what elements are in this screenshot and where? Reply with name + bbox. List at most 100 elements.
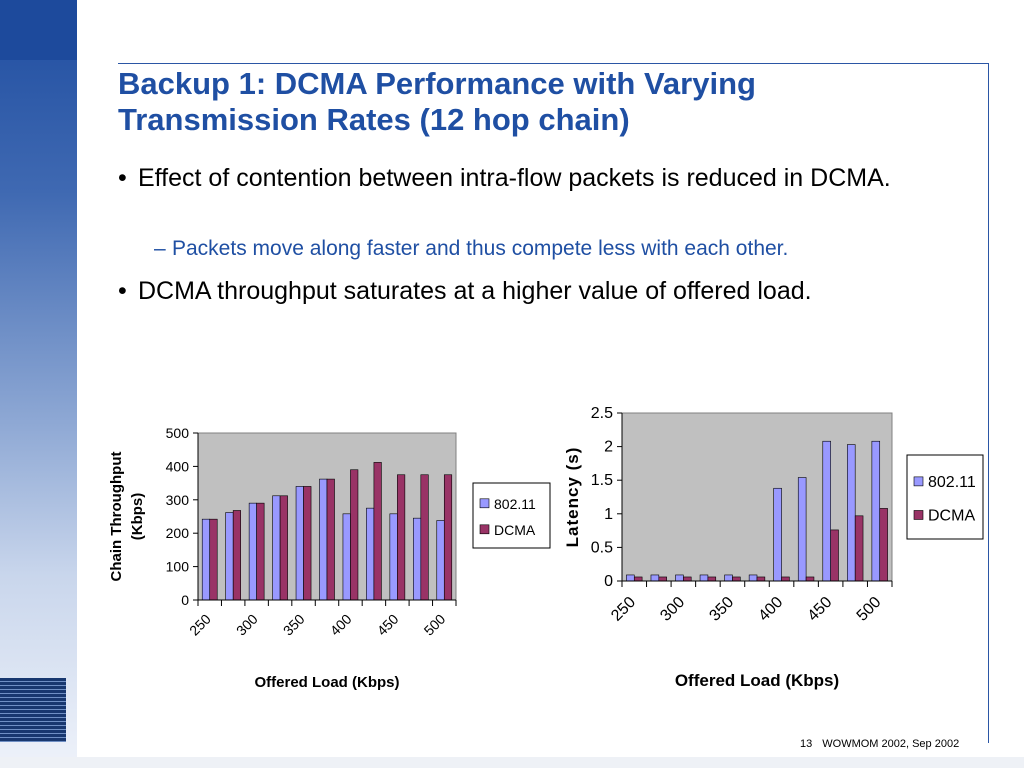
throughput-bar	[225, 512, 234, 601]
latency-legend-swatch	[913, 476, 924, 487]
latency-bar	[707, 576, 717, 582]
latency-x-tick-label: 350	[706, 594, 737, 625]
latency-bar	[830, 529, 839, 582]
throughput-x-tick-label: 300	[233, 611, 261, 639]
bullet-dot: •	[118, 164, 127, 192]
latency-bar	[847, 444, 856, 582]
latency-legend-label: 802.11	[928, 474, 976, 491]
side-bar-top-block	[0, 0, 77, 60]
latency-legend-swatch	[913, 510, 924, 520]
latency-bar	[683, 576, 692, 582]
latency-y-tick-label: 0	[604, 573, 613, 590]
latency-chart: 0 0.5 1 1.5 2 2.5 250 300 350 400 450 500 Offered Lo…	[563, 405, 984, 690]
latency-bar	[699, 574, 709, 582]
latency-legend-label: DCMA	[928, 507, 975, 524]
latency-bar	[854, 515, 864, 582]
footer-text: WOWMOM 2002, Sep 2002	[822, 738, 960, 750]
throughput-legend-swatch	[479, 524, 490, 535]
throughput-bar	[319, 478, 328, 601]
latency-plot-area	[621, 412, 893, 582]
latency-bar	[756, 576, 766, 582]
latency-y-tick-label: 1	[604, 506, 613, 523]
latency-bar	[797, 477, 807, 582]
latency-bar	[805, 576, 815, 582]
throughput-bar	[436, 520, 445, 601]
latency-x-tick-label: 300	[657, 594, 688, 625]
latency-bar	[879, 508, 888, 582]
throughput-bar	[256, 502, 265, 601]
throughput-bar	[232, 510, 241, 601]
latency-x-tick-label: 500	[854, 594, 885, 625]
throughput-y-tick-label: 200	[166, 525, 190, 541]
throughput-x-tick-label: 450	[374, 611, 402, 639]
bullet-2-text: DCMA throughput saturates at a higher va…	[138, 277, 812, 305]
title-line-1: Backup 1: DCMA Performance with Varying	[118, 66, 756, 101]
throughput-bar	[209, 518, 218, 601]
latency-y-axis-label: Latency (s)	[563, 447, 582, 548]
throughput-bar	[342, 513, 351, 601]
throughput-bar	[366, 507, 375, 601]
footer: 13 WOWMOM 2002, Sep 2002	[800, 738, 969, 750]
right-rule	[988, 63, 989, 743]
throughput-x-tick-label: 500	[421, 611, 449, 639]
throughput-x-tick-label: 250	[186, 611, 214, 639]
sub-bullet-dash: –	[154, 237, 166, 260]
throughput-y-tick-label: 0	[181, 592, 189, 608]
page-number: 13	[800, 738, 813, 750]
throughput-legend-label: DCMA	[494, 522, 536, 538]
latency-bar	[773, 487, 782, 582]
title-rule	[118, 63, 988, 64]
sub-bullet-1-text: Packets move along faster and thus compe…	[172, 237, 789, 260]
throughput-bar	[279, 495, 288, 601]
latency-y-tick-label: 2.5	[591, 405, 613, 422]
throughput-bar	[350, 469, 359, 601]
throughput-chart: 0 100 200 300 400 500 250 300 350 400 450 500 Offere…	[108, 425, 551, 691]
latency-legend	[906, 454, 984, 540]
throughput-bar	[326, 478, 335, 601]
throughput-y-axis-label: (Kbps)	[129, 493, 146, 541]
latency-bar	[871, 440, 881, 582]
throughput-bar	[389, 513, 398, 601]
throughput-y-tick-label: 300	[166, 492, 190, 508]
throughput-legend-label: 802.11	[494, 496, 536, 512]
throughput-bar	[420, 474, 429, 601]
latency-x-tick-label: 400	[755, 594, 786, 625]
throughput-y-axis-label: Chain Throughput	[108, 452, 125, 582]
latency-x-tick-label: 250	[608, 594, 639, 625]
throughput-bar	[373, 462, 382, 601]
latency-bar	[781, 576, 790, 582]
latency-y-tick-label: 0.5	[591, 539, 613, 556]
striped-decoration	[0, 678, 66, 742]
latency-bar	[633, 576, 643, 582]
latency-bar	[658, 576, 667, 582]
latency-bar	[724, 574, 733, 582]
bottom-band	[0, 757, 1024, 768]
sub-bullet-1: – Packets move along faster and thus com…	[154, 234, 789, 264]
throughput-legend-swatch	[479, 498, 490, 509]
latency-x-tick-label: 450	[805, 594, 836, 625]
throughput-x-tick-label: 400	[327, 611, 355, 639]
title-line-2: Transmission Rates (12 hop chain)	[118, 102, 630, 137]
side-gradient-bar	[0, 0, 77, 768]
latency-bar	[675, 574, 684, 582]
latency-y-tick-label: 2	[604, 439, 613, 456]
throughput-bar	[413, 517, 422, 601]
throughput-y-tick-label: 400	[166, 458, 190, 474]
slide-title: Backup 1: DCMA Performance with Varying …	[118, 66, 978, 138]
throughput-bar	[272, 495, 281, 601]
throughput-y-tick-label: 500	[166, 425, 190, 441]
bullet-2: • DCMA throughput saturates at a higher …	[118, 275, 958, 308]
bullet-1-text: Effect of contention between intra-flow …	[138, 164, 891, 192]
latency-bar	[650, 574, 660, 582]
throughput-bar	[295, 486, 304, 601]
throughput-legend	[472, 482, 551, 549]
bullet-1: • Effect of contention between intra-flo…	[118, 162, 958, 195]
throughput-bar	[201, 518, 211, 601]
throughput-bar	[303, 486, 312, 601]
latency-bar	[626, 574, 635, 582]
throughput-bar	[397, 474, 406, 601]
latency-bar	[822, 440, 831, 582]
throughput-bar	[443, 474, 453, 601]
bullet-dot: •	[118, 277, 127, 305]
latency-y-tick-label: 1.5	[591, 472, 613, 489]
